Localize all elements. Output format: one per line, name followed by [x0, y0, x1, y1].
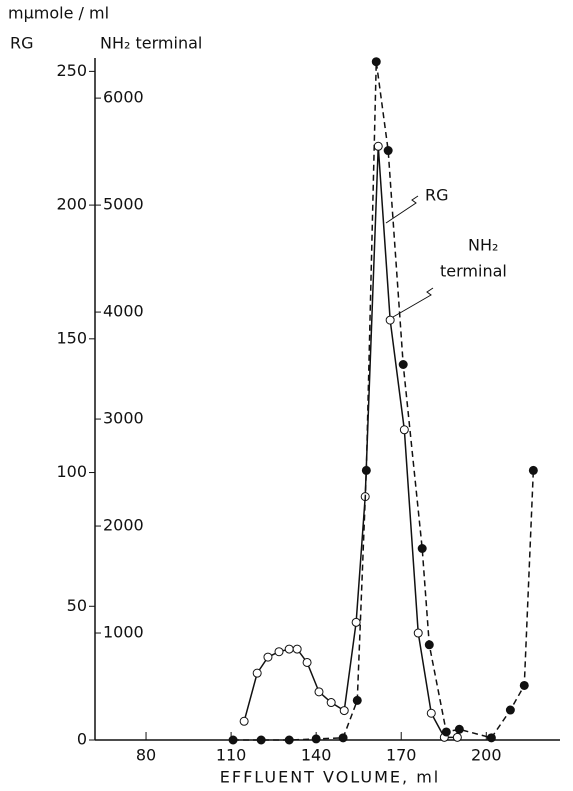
data-point: [398, 359, 408, 369]
data-point: [452, 732, 462, 742]
x-tick-label: 170: [386, 746, 417, 765]
y2-label: NH₂ terminal: [100, 34, 202, 53]
data-point: [528, 465, 538, 475]
y2-tick-label: 1000: [103, 623, 144, 642]
x-label: EFFLUENT VOLUME, ml: [220, 768, 440, 787]
data-point: [284, 644, 294, 654]
data-point: [486, 733, 496, 743]
y2-tick-label: 2000: [103, 516, 144, 535]
data-point: [413, 628, 423, 638]
data-point: [361, 465, 371, 475]
x-tick-label: 80: [136, 746, 156, 765]
data-point: [326, 698, 336, 708]
x-tick-label: 140: [301, 746, 332, 765]
data-point: [314, 687, 324, 697]
y-unit: mμmole / ml: [8, 4, 109, 23]
data-point: [385, 315, 395, 325]
y2-tick-label: 5000: [103, 195, 144, 214]
data-point: [228, 735, 238, 745]
data-point: [505, 705, 515, 715]
arrow: [392, 287, 434, 318]
y-tick-label: 50: [67, 596, 87, 615]
x-tick-label: 200: [471, 746, 502, 765]
data-point: [339, 706, 349, 716]
data-point: [454, 724, 464, 734]
data-point: [371, 57, 381, 67]
arrow: [385, 195, 419, 224]
y-tick-label: 200: [56, 195, 87, 214]
data-point: [239, 716, 249, 726]
y-tick-label: 100: [56, 462, 87, 481]
data-point: [263, 652, 273, 662]
data-point: [383, 146, 393, 156]
y2-tick-label: 4000: [103, 302, 144, 321]
y2-tick-label: 6000: [103, 88, 144, 107]
data-point: [351, 617, 361, 627]
data-point: [252, 668, 262, 678]
data-point: [274, 647, 284, 657]
y-tick-label: 250: [56, 61, 87, 80]
annotation: NH₂: [468, 236, 498, 255]
data-point: [352, 695, 362, 705]
data-point: [426, 708, 436, 718]
y-tick-label: 0: [77, 730, 87, 749]
data-point: [311, 734, 321, 744]
data-point: [424, 640, 434, 650]
data-point: [373, 141, 383, 151]
y2-tick-label: 3000: [103, 409, 144, 428]
data-point: [284, 735, 294, 745]
data-point: [292, 644, 302, 654]
annotation: RG: [425, 186, 449, 205]
data-point: [302, 657, 312, 667]
annotation: terminal: [440, 262, 507, 281]
y-tick-label: 150: [56, 328, 87, 347]
series-line: [233, 61, 535, 741]
x-tick-label: 110: [216, 746, 247, 765]
data-point: [256, 735, 266, 745]
data-point: [399, 425, 409, 435]
data-point: [441, 727, 451, 737]
y-label: RG: [10, 34, 34, 53]
data-point: [338, 733, 348, 743]
data-point: [417, 544, 427, 554]
data-point: [519, 680, 529, 690]
